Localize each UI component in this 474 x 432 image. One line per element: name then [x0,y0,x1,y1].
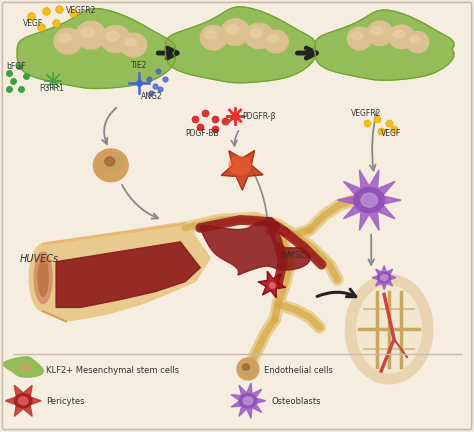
Ellipse shape [393,30,405,38]
Ellipse shape [347,27,372,50]
Text: VEGF: VEGF [381,129,401,137]
Ellipse shape [366,21,393,46]
Ellipse shape [125,38,137,46]
Polygon shape [17,9,175,89]
Ellipse shape [93,149,128,182]
Ellipse shape [250,29,263,38]
Ellipse shape [101,26,131,53]
Ellipse shape [205,31,217,39]
Polygon shape [337,170,401,230]
Text: hMSCs: hMSCs [282,251,312,260]
Text: TIE2: TIE2 [131,61,147,70]
Ellipse shape [81,27,95,37]
Ellipse shape [389,25,415,49]
Ellipse shape [357,286,421,373]
Text: bFGF: bFGF [6,62,26,71]
Ellipse shape [264,30,288,53]
Ellipse shape [105,157,115,166]
Ellipse shape [229,156,251,174]
Polygon shape [372,266,396,289]
Ellipse shape [243,364,249,370]
Ellipse shape [243,397,253,405]
Polygon shape [165,7,316,83]
Ellipse shape [371,26,383,35]
Ellipse shape [59,34,71,43]
Polygon shape [231,383,266,419]
Ellipse shape [237,358,259,380]
Ellipse shape [346,275,433,384]
Polygon shape [5,385,41,416]
Text: PDGFR-β: PDGFR-β [242,111,275,121]
Polygon shape [258,271,285,298]
Text: VEGFR2: VEGFR2 [351,109,382,118]
Ellipse shape [34,252,52,303]
Ellipse shape [352,32,363,40]
Ellipse shape [38,259,48,296]
Ellipse shape [226,25,239,34]
Polygon shape [56,242,200,308]
Ellipse shape [29,244,57,311]
Ellipse shape [76,21,106,49]
Text: Pericytes: Pericytes [46,397,85,407]
Ellipse shape [106,32,119,41]
Ellipse shape [18,397,28,405]
Ellipse shape [54,28,82,54]
Polygon shape [221,150,263,190]
Ellipse shape [15,394,32,408]
Text: VEGF: VEGF [23,19,44,28]
Text: ANG2: ANG2 [141,92,162,101]
Text: HUVECs: HUVECs [19,254,58,264]
Ellipse shape [104,156,122,172]
Ellipse shape [201,25,227,50]
Polygon shape [3,357,43,377]
Text: Endothelial cells: Endothelial cells [264,365,333,375]
Text: Osteoblasts: Osteoblasts [272,397,321,407]
Ellipse shape [378,272,391,283]
Ellipse shape [361,193,378,207]
Ellipse shape [381,275,388,280]
Text: FGFR1: FGFR1 [39,84,64,93]
Ellipse shape [21,364,30,372]
Polygon shape [201,221,310,275]
Text: KLF2+ Mesenchymal stem cells: KLF2+ Mesenchymal stem cells [46,365,179,375]
Ellipse shape [410,36,420,43]
Ellipse shape [121,33,146,57]
Polygon shape [43,222,210,321]
Ellipse shape [239,394,257,408]
Text: PDGF-BB: PDGF-BB [185,129,219,137]
Ellipse shape [406,32,429,53]
Ellipse shape [354,187,384,213]
Text: VEGFR2: VEGFR2 [66,6,96,15]
Ellipse shape [267,35,279,43]
Ellipse shape [245,23,273,49]
Ellipse shape [241,362,255,375]
Ellipse shape [221,19,249,45]
Polygon shape [315,10,454,80]
